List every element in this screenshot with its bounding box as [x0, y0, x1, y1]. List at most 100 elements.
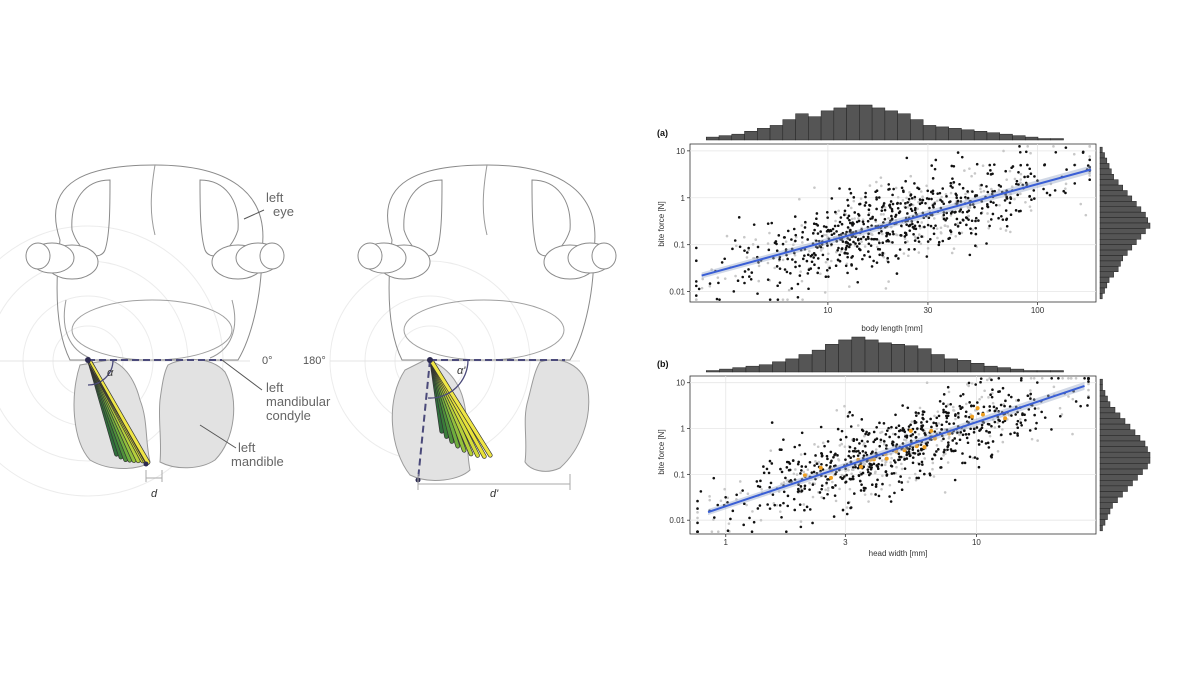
data-point [1036, 381, 1039, 384]
data-point [927, 216, 931, 219]
condyle-leader [221, 359, 263, 391]
data-point-grey [1029, 209, 1033, 212]
data-point-grey [917, 432, 921, 436]
top-histogram-bar [744, 131, 758, 141]
data-point [968, 415, 971, 419]
data-point [813, 464, 816, 467]
data-point [900, 186, 904, 190]
data-point-grey [935, 227, 939, 230]
top-histogram-bar [705, 370, 720, 373]
data-point [779, 467, 782, 471]
data-point-grey [1052, 385, 1056, 389]
data-point [952, 181, 956, 184]
data-point-grey [860, 240, 863, 243]
data-point [812, 256, 815, 259]
data-point-grey [839, 250, 843, 253]
data-point-grey [863, 493, 867, 496]
data-point [1005, 218, 1008, 222]
data-point [1018, 145, 1021, 148]
data-point [1019, 163, 1023, 167]
data-point-grey [853, 217, 856, 220]
data-point [875, 261, 879, 264]
data-point-grey [896, 195, 900, 199]
data-point-highlight [884, 456, 889, 461]
tip-point-left [143, 461, 149, 467]
top-histogram-bar [825, 344, 839, 373]
data-point [867, 237, 870, 240]
top-histogram-bar [1036, 370, 1051, 373]
data-point [840, 429, 844, 433]
data-point [964, 433, 968, 436]
data-point [904, 202, 907, 205]
data-point [897, 211, 901, 215]
data-point [863, 254, 866, 257]
data-point [874, 483, 878, 486]
data-point [930, 164, 934, 167]
data-point-grey [887, 216, 890, 220]
data-point-grey [882, 442, 886, 446]
data-point [890, 425, 893, 429]
data-point-grey [768, 231, 771, 235]
label-condyle-1: left [266, 380, 284, 395]
data-point [914, 411, 918, 414]
data-point [849, 228, 852, 232]
data-point-grey [982, 189, 986, 193]
right-histogram-bar [1099, 508, 1111, 515]
top-histogram-bar [719, 368, 733, 373]
top-histogram-bar [795, 113, 809, 141]
data-point [694, 280, 698, 283]
data-point [755, 255, 759, 259]
data-point [839, 216, 843, 219]
data-point-grey [891, 432, 895, 436]
data-point [791, 459, 795, 462]
data-point [917, 240, 921, 243]
data-point [829, 450, 833, 454]
data-point-grey [719, 499, 723, 503]
data-point [1030, 198, 1033, 201]
data-point-grey [1032, 376, 1036, 380]
data-point [882, 440, 886, 443]
data-point-grey [745, 256, 749, 259]
data-point [932, 226, 936, 230]
data-point-grey [1061, 376, 1064, 380]
right-histogram-bar [1099, 271, 1114, 278]
data-point [800, 465, 804, 468]
data-point [1015, 422, 1019, 426]
data-point [937, 414, 941, 418]
data-point [893, 491, 896, 495]
top-histogram-bar [757, 128, 771, 141]
data-point [861, 456, 865, 460]
data-point [949, 200, 952, 203]
data-point [752, 223, 756, 226]
data-point [780, 515, 783, 519]
data-point [708, 282, 712, 285]
data-point-grey [792, 472, 796, 476]
data-point [819, 245, 823, 249]
data-point-grey [950, 251, 954, 255]
data-point [831, 227, 835, 231]
data-point [814, 253, 817, 257]
data-point [807, 287, 810, 291]
data-point-grey [881, 474, 884, 478]
data-point-grey [987, 396, 990, 399]
data-point [846, 237, 850, 240]
right-histogram-bar [1099, 201, 1137, 207]
data-point [805, 505, 809, 509]
data-point [1024, 418, 1027, 422]
data-point [862, 454, 866, 458]
data-point [853, 463, 857, 467]
data-point [903, 457, 906, 461]
data-point [854, 230, 858, 233]
data-point [729, 517, 732, 521]
data-point-grey [850, 472, 853, 476]
right-histogram-bar [1099, 222, 1151, 229]
data-point [1023, 413, 1026, 417]
data-point [792, 497, 796, 501]
data-point-grey [799, 453, 803, 456]
data-point [1032, 189, 1036, 192]
data-point [909, 434, 913, 438]
data-point [984, 442, 988, 445]
data-point [865, 453, 869, 457]
right-histogram-bar [1099, 184, 1123, 191]
data-point [860, 439, 864, 443]
